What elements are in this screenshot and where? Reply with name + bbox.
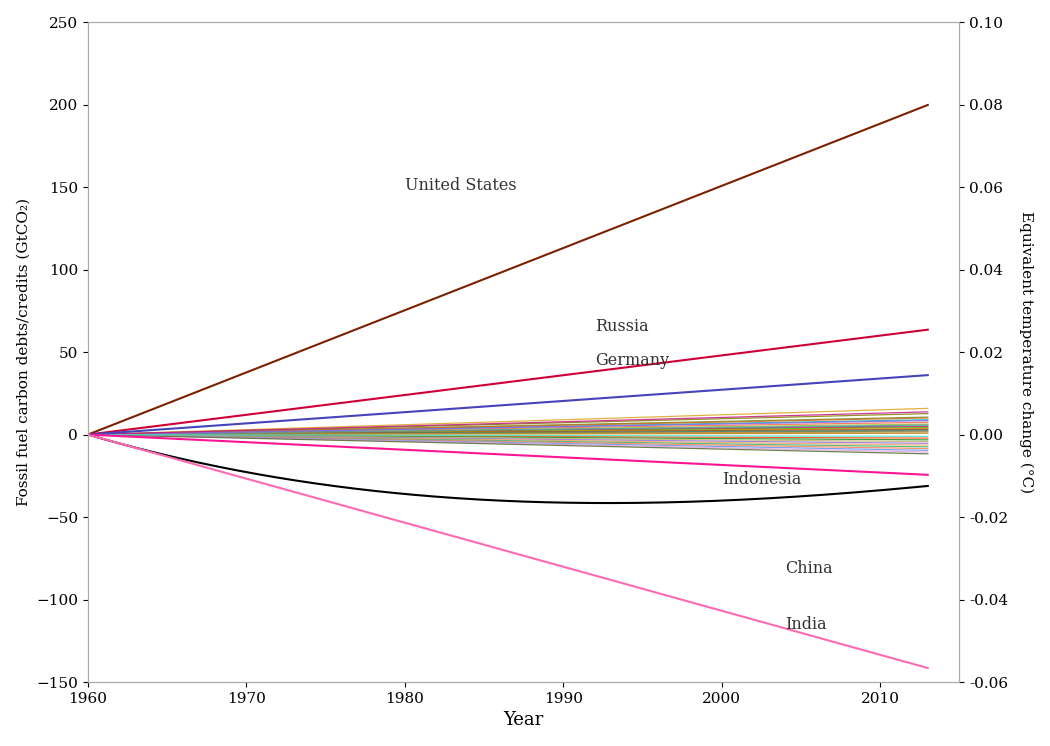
Text: Germany: Germany (595, 352, 669, 369)
Text: India: India (785, 616, 826, 633)
Text: Indonesia: Indonesia (721, 471, 801, 488)
Text: China: China (785, 560, 833, 577)
Text: Russia: Russia (595, 318, 649, 335)
X-axis label: Year: Year (504, 712, 544, 730)
Y-axis label: Equivalent temperature change (°C): Equivalent temperature change (°C) (1018, 211, 1033, 493)
Y-axis label: Fossil fuel carbon debts/credits (GtCO₂): Fossil fuel carbon debts/credits (GtCO₂) (17, 198, 30, 507)
Text: United States: United States (405, 178, 517, 195)
